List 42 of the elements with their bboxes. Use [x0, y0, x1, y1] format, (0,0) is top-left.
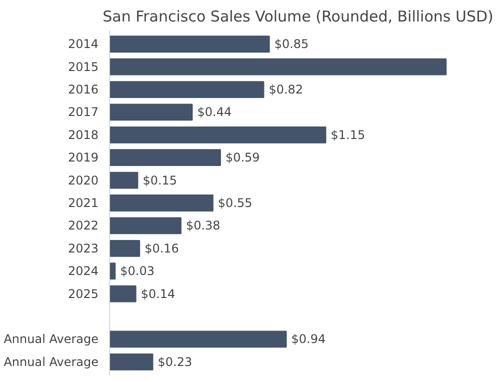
data-label: $0.16	[144, 241, 179, 256]
data-label: $1.15	[330, 128, 366, 142]
y-tick-label: 2019	[68, 150, 99, 165]
data-label: $0.85	[274, 37, 309, 52]
y-tick-label: 2016	[68, 82, 99, 97]
y-tick-label: 2021	[68, 196, 99, 210]
y-tick-label: 2014	[68, 37, 99, 52]
bar	[110, 104, 193, 121]
y-tick-label: 2017	[68, 105, 99, 120]
data-label: $0.38	[186, 218, 220, 233]
y-tick-label: Annual Average	[4, 354, 99, 369]
bar	[110, 58, 447, 76]
bar	[110, 330, 287, 348]
data-label: $0.55	[218, 196, 252, 210]
chart-title: San Francisco Sales Volume (Rounded, Billions USD)	[102, 8, 494, 26]
y-tick-label: 2022	[68, 218, 99, 233]
bar	[110, 194, 214, 212]
y-tick-label: 2020	[68, 173, 99, 188]
bar	[110, 353, 154, 370]
data-label: $0.94	[291, 332, 326, 346]
bar	[110, 149, 221, 166]
y-tick-label: 2015	[68, 60, 99, 74]
y-tick-label: 2018	[68, 128, 99, 142]
bar	[110, 262, 116, 280]
data-label: $0.23	[158, 354, 192, 369]
data-label: $0.15	[142, 173, 178, 188]
data-label: $0.14	[140, 286, 176, 301]
data-label: $0.59	[225, 150, 260, 165]
data-label: $0.03	[120, 264, 154, 278]
y-tick-label: Annual Average	[4, 332, 99, 346]
data-label: $0.82	[268, 82, 304, 97]
bar	[110, 81, 264, 98]
y-tick-label: 2025	[68, 286, 99, 301]
bar	[110, 172, 138, 189]
y-tick-label: 2024	[68, 264, 99, 278]
bar	[110, 36, 270, 53]
bar	[110, 240, 140, 257]
bar	[110, 285, 136, 302]
bar	[110, 217, 182, 234]
data-label: $0.44	[197, 105, 232, 120]
y-tick-label: 2023	[68, 241, 99, 256]
bar	[110, 126, 326, 144]
